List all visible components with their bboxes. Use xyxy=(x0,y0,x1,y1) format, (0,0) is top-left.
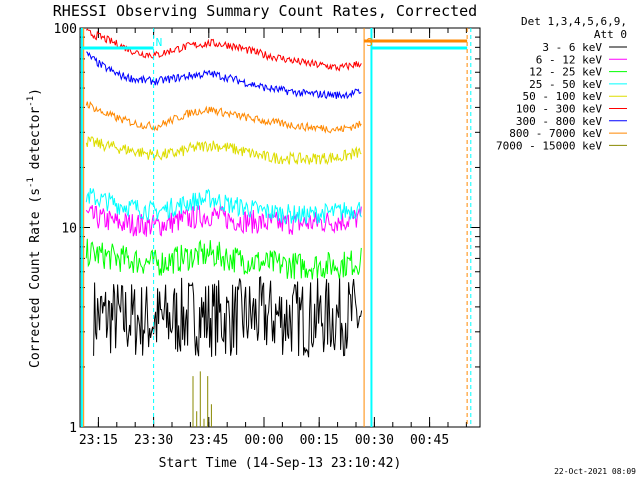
x-tick-label: 00:00 xyxy=(244,433,283,448)
y-axis-label: Corrected Count Rate (s-1 detector-1) xyxy=(26,88,43,368)
x-axis-label: Start Time (14-Sep-13 23:10:42) xyxy=(159,456,402,471)
x-tick-label: 23:30 xyxy=(134,433,173,448)
x-tick-label: 00:15 xyxy=(300,433,339,448)
series-line xyxy=(192,371,212,427)
x-tick-label: 00:30 xyxy=(355,433,394,448)
series-line xyxy=(85,28,362,72)
legend-entry-label: 800 - 7000 keV xyxy=(509,127,602,140)
legend-entry-label: 6 - 12 keV xyxy=(536,53,603,66)
x-tick-label: 00:45 xyxy=(410,433,449,448)
series-line xyxy=(85,136,362,166)
series-line xyxy=(85,188,362,225)
y-tick-label: 1 xyxy=(69,421,77,436)
chart-title: RHESSI Observing Summary Count Rates, Co… xyxy=(53,2,477,20)
series-line xyxy=(86,51,362,100)
legend-entry-label: 3 - 6 keV xyxy=(542,41,602,54)
plot-area: 1 10 100 23:15 23:30 23:45 00:00 00:15 00:30 00:4… xyxy=(54,22,481,448)
legend-header-line2: Att 0 xyxy=(594,28,627,41)
series-line xyxy=(85,238,362,280)
y-tick-label: 100 xyxy=(54,22,77,37)
series-line xyxy=(93,276,363,358)
legend-entry-label: 300 - 800 keV xyxy=(516,115,602,128)
legend-entry-label: 25 - 50 keV xyxy=(529,78,602,91)
series-line xyxy=(85,101,362,134)
legend-header-line1: Det 1,3,4,5,6,9, xyxy=(521,15,627,28)
series-line xyxy=(85,204,362,237)
y-tick-label: 10 xyxy=(61,222,77,237)
annotation-label: N xyxy=(156,36,163,49)
x-tick-label: 23:15 xyxy=(79,433,118,448)
annotation-label: S xyxy=(366,36,373,49)
date-stamp: 22-Oct-2021 08:09 xyxy=(554,467,636,476)
x-tick-label: 23:45 xyxy=(189,433,228,448)
legend-entry-label: 100 - 300 keV xyxy=(516,103,602,116)
legend-entry-label: 7000 - 15000 keV xyxy=(496,139,602,152)
legend-entry-label: 12 - 25 keV xyxy=(529,66,602,79)
legend-entry-label: 50 - 100 keV xyxy=(523,90,603,103)
